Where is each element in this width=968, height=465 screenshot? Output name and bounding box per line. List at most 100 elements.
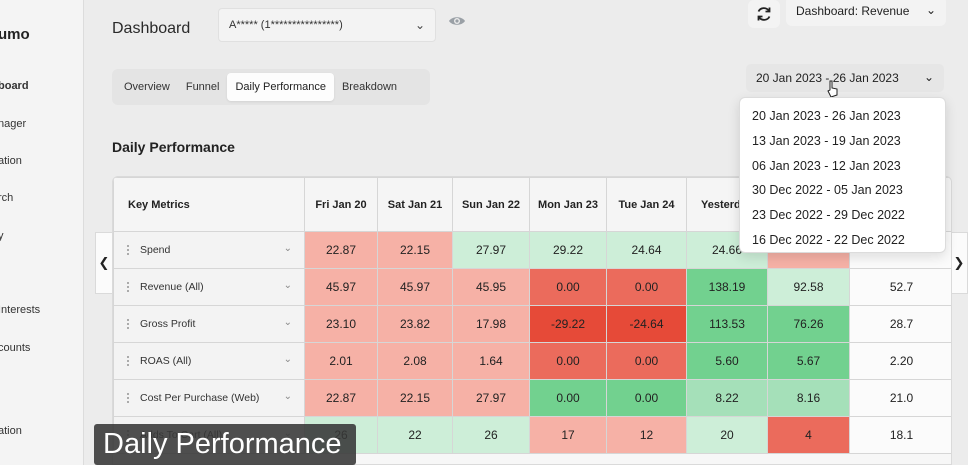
sidebar-item-interests[interactable]: Interests <box>0 304 41 316</box>
table-cell: 138.19 <box>686 268 768 306</box>
table-cell: 20 <box>686 416 768 454</box>
date-option[interactable]: 13 Jan 2023 - 19 Jan 2023 <box>752 133 901 148</box>
table-cell: 52.7 <box>849 268 951 306</box>
table-cell: 2.20 <box>849 342 951 380</box>
dashboard-select[interactable]: Dashboard: Revenue ⌄ <box>786 0 946 26</box>
tab-bar: Overview Funnel Daily Performance Breakd… <box>112 69 430 105</box>
table-cell: 76.26 <box>767 305 850 343</box>
table-cell: 18.1 <box>849 416 951 454</box>
date-option[interactable]: 30 Dec 2022 - 05 Jan 2023 <box>752 183 903 198</box>
chevron-down-icon[interactable]: ⌄ <box>283 280 292 291</box>
column-header[interactable]: Sat Jan 21 <box>377 177 453 232</box>
metric-cell[interactable]: Gross Profit ⌄ <box>113 305 305 343</box>
refresh-button[interactable] <box>748 0 780 28</box>
table-cell: 5.60 <box>686 342 768 380</box>
sidebar-item-manager[interactable]: nager <box>0 118 27 130</box>
column-header[interactable]: Tue Jan 24 <box>606 177 687 232</box>
sidebar-item-accounts[interactable]: counts <box>0 342 31 354</box>
column-header[interactable]: Fri Jan 20 <box>304 177 378 232</box>
table-cell: 22.15 <box>377 379 453 417</box>
metric-label: Spend <box>140 244 171 256</box>
eye-icon[interactable] <box>448 13 466 29</box>
table-cell: 23.82 <box>377 305 453 343</box>
table-cell: 45.95 <box>452 268 530 306</box>
metric-label: Cost Per Purchase (Web) <box>140 392 260 404</box>
column-header[interactable]: Mon Jan 23 <box>529 177 607 232</box>
date-option[interactable]: 23 Dec 2022 - 29 Dec 2022 <box>752 208 905 223</box>
table-cell: -24.64 <box>606 305 687 343</box>
table-row: Cost Per Purchase (Web) ⌄ 22.87 22.15 27.97 0… <box>113 379 951 417</box>
date-option[interactable]: 06 Jan 2023 - 12 Jan 2023 <box>752 158 901 173</box>
table-cell: 4 <box>767 416 850 454</box>
account-select[interactable]: A***** (1****************) ⌄ <box>218 8 436 42</box>
drag-handle-icon[interactable] <box>126 318 130 330</box>
drag-handle-icon[interactable] <box>126 355 130 367</box>
date-option[interactable]: 16 Dec 2022 - 22 Dec 2022 <box>752 232 905 247</box>
table-cell: 28.7 <box>849 305 951 343</box>
chevron-right-icon: ❯ <box>953 255 965 270</box>
sidebar-item-dashboard[interactable]: board <box>0 80 29 92</box>
tab-breakdown[interactable]: Breakdown <box>341 81 398 93</box>
tab-daily-performance[interactable]: Daily Performance <box>227 73 334 101</box>
table-cell: 8.22 <box>686 379 768 417</box>
table-row: ROAS (All) ⌄ 2.01 2.08 1.64 0.00 0.00 5.60 5.67 2… <box>113 342 951 380</box>
table-cell: 22.15 <box>377 231 453 269</box>
chevron-left-icon: ❮ <box>98 255 110 270</box>
sidebar-item-ation[interactable]: ation <box>0 425 22 437</box>
chevron-down-icon[interactable]: ⌄ <box>283 243 292 254</box>
date-range-value: 20 Jan 2023 - 26 Jan 2023 <box>756 71 899 85</box>
table-cell: 45.97 <box>304 268 378 306</box>
date-range-dropdown: 20 Jan 2023 - 26 Jan 2023 13 Jan 2023 - … <box>739 97 946 253</box>
table-cell: 2.08 <box>377 342 453 380</box>
pointer-cursor-icon <box>827 80 838 98</box>
table-cell: 22 <box>377 416 453 454</box>
table-cell: 113.53 <box>686 305 768 343</box>
drag-handle-icon[interactable] <box>126 281 130 293</box>
table-row: Gross Profit ⌄ 23.10 23.82 17.98 -29.22 -24.64… <box>113 305 951 343</box>
drag-handle-icon[interactable] <box>126 392 130 404</box>
section-title: Daily Performance <box>112 139 235 155</box>
metric-cell[interactable]: Cost Per Purchase (Web) ⌄ <box>113 379 305 417</box>
metric-label: ROAS (All) <box>140 355 192 367</box>
table-cell: 21.0 <box>849 379 951 417</box>
account-select-value: A***** (1****************) <box>229 19 343 31</box>
table-cell: 0.00 <box>606 268 687 306</box>
scroll-right-button[interactable]: ❯ <box>950 232 968 294</box>
sidebar-item-automation[interactable]: ation <box>0 155 22 167</box>
tab-overview[interactable]: Overview <box>124 81 170 93</box>
chevron-down-icon[interactable]: ⌄ <box>283 317 292 328</box>
brand-logo: umo <box>0 26 30 43</box>
table-cell: 22.87 <box>304 231 378 269</box>
drag-handle-icon[interactable] <box>126 244 130 256</box>
table-cell: 8.16 <box>767 379 850 417</box>
table-cell: 0.00 <box>529 379 607 417</box>
table-cell: 0.00 <box>529 342 607 380</box>
table-cell: 27.97 <box>452 379 530 417</box>
video-caption: Daily Performance <box>94 424 356 465</box>
column-header[interactable]: Sun Jan 22 <box>452 177 530 232</box>
scroll-left-button[interactable]: ❮ <box>95 232 113 294</box>
table-cell: 92.58 <box>767 268 850 306</box>
date-option[interactable]: 20 Jan 2023 - 26 Jan 2023 <box>752 109 901 123</box>
metric-cell[interactable]: Revenue (All) ⌄ <box>113 268 305 306</box>
table-cell: 45.97 <box>377 268 453 306</box>
table-cell: 17 <box>529 416 607 454</box>
tab-funnel[interactable]: Funnel <box>185 81 220 93</box>
refresh-icon <box>757 7 771 21</box>
table-cell: 17.98 <box>452 305 530 343</box>
table-cell: 27.97 <box>452 231 530 269</box>
table-cell: 22.87 <box>304 379 378 417</box>
table-cell: 0.00 <box>606 342 687 380</box>
table-cell: 29.22 <box>529 231 607 269</box>
table-cell: 12 <box>606 416 687 454</box>
metric-cell[interactable]: ROAS (All) ⌄ <box>113 342 305 380</box>
chevron-down-icon: ⌄ <box>414 18 425 32</box>
sidebar-item-research[interactable]: rch <box>0 192 14 204</box>
metric-cell[interactable]: Spend ⌄ <box>113 231 305 269</box>
chevron-down-icon[interactable]: ⌄ <box>283 354 292 365</box>
chevron-down-icon[interactable]: ⌄ <box>283 391 292 402</box>
table-cell: 24.64 <box>606 231 687 269</box>
date-range-select[interactable]: 20 Jan 2023 - 26 Jan 2023 ⌄ <box>746 64 944 92</box>
sidebar-item-y[interactable]: y <box>0 230 4 242</box>
table-cell: 2.01 <box>304 342 378 380</box>
